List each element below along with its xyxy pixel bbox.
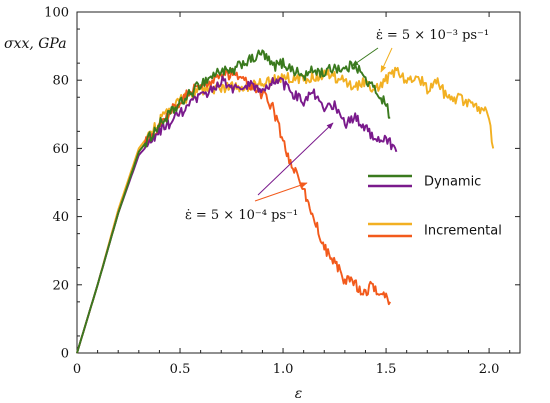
annotation-arrow bbox=[254, 182, 308, 202]
y-tick-label: 100 bbox=[44, 6, 69, 21]
y-tick-label: 40 bbox=[52, 210, 69, 225]
legend: Dynamic Incremental bbox=[368, 175, 502, 239]
x-tick-label: 0 bbox=[73, 362, 81, 377]
x-tick-label: 1.5 bbox=[376, 362, 397, 377]
x-tick-label: 1.0 bbox=[273, 362, 294, 377]
series-layer bbox=[76, 49, 495, 354]
y-tick-label: 60 bbox=[52, 142, 69, 157]
annotation-rate-high: ε̇ = 5 × 10⁻³ ps⁻¹ bbox=[376, 28, 489, 43]
axes: 0 0.5 1.0 1.5 2.0 0 20 40 60 80 100 ε σxx, GPa bbox=[4, 6, 521, 402]
legend-label: Dynamic bbox=[424, 175, 481, 190]
plot-frame bbox=[76, 11, 521, 354]
y-tick-label: 0 bbox=[61, 347, 69, 362]
annotation-rate-low: ε̇ = 5 × 10⁻⁴ ps⁻¹ bbox=[185, 208, 298, 223]
x-axis-label: ε bbox=[295, 386, 303, 402]
annotation-arrow bbox=[257, 122, 334, 196]
annotation-layer: ε̇ = 5 × 10⁻³ ps⁻¹ ε̇ = 5 × 10⁻⁴ ps⁻¹ bbox=[185, 28, 489, 223]
y-tick-label: 80 bbox=[52, 74, 69, 89]
annotation-arrow bbox=[351, 47, 379, 67]
y-axis-label: σxx, GPa bbox=[4, 36, 67, 52]
series-line-dynamic-5e-3 bbox=[76, 49, 391, 354]
x-tick-label: 0.5 bbox=[170, 362, 191, 377]
legend-label: Incremental bbox=[424, 224, 502, 239]
y-tick-label: 20 bbox=[52, 278, 69, 293]
x-tick-label: 2.0 bbox=[479, 362, 500, 377]
annotation-arrow bbox=[380, 47, 393, 73]
